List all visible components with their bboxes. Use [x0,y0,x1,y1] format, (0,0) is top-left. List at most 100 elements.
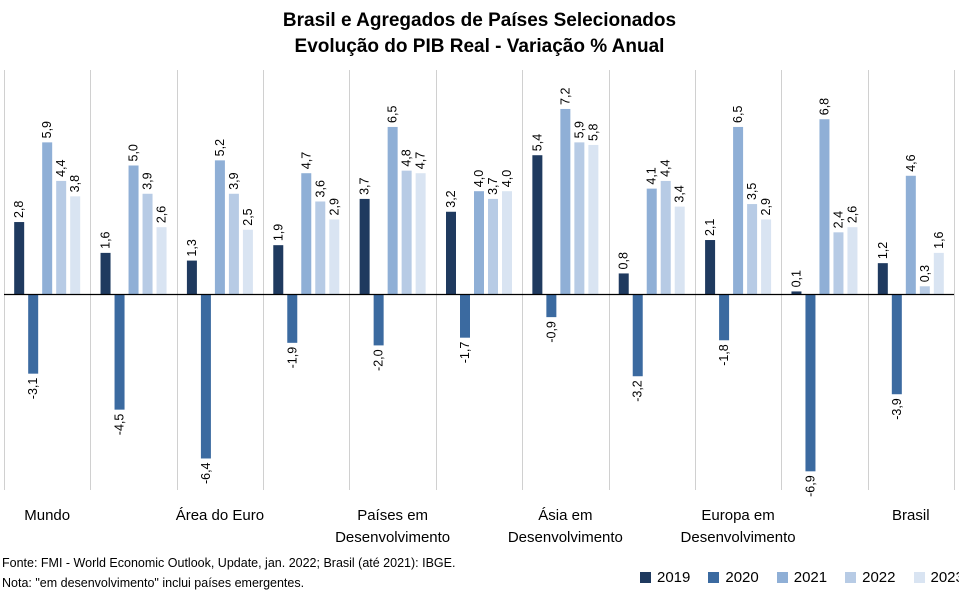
data-label: 2,8 [12,201,26,218]
data-label: 3,8 [68,175,82,192]
bar-2021 [474,191,484,294]
bar-2022 [315,201,326,294]
data-label: 1,6 [99,231,113,248]
data-label: 1,6 [932,231,946,248]
data-label: 3,7 [358,177,372,194]
data-label: 2,4 [831,211,845,228]
bar-2019 [532,155,543,294]
bar-2021 [128,165,139,294]
category-label: Desenvolvimento [681,529,796,546]
bar-2021 [905,175,916,294]
bar-2023 [70,196,81,294]
legend-label: 2022 [862,569,896,586]
data-label: 5,8 [586,124,600,141]
data-label: 4,0 [472,170,486,187]
bar-2022 [747,204,758,294]
bar-2020 [373,294,384,346]
data-label: 4,7 [299,152,313,169]
data-label: 4,6 [904,154,918,171]
category-label: Ásia em [538,507,592,524]
chart-title-line1: Brasil e Agregados de Países Selecionado… [282,10,677,31]
legend-swatch [913,572,925,583]
bar-2022 [660,180,671,294]
data-label: 3,9 [141,172,155,189]
bar-2020 [546,294,557,318]
data-label: -2,0 [372,349,386,371]
bar-2020 [632,294,643,377]
data-label: -0,9 [544,321,558,343]
data-label: -3,9 [890,398,904,420]
legend-label: 2021 [793,569,828,586]
bar-2020 [719,294,730,341]
category-label: Desenvolvimento [335,529,450,546]
bar-2021 [646,188,657,294]
data-label: 2,9 [759,198,773,215]
data-label: -6,9 [803,475,817,497]
bar-2023 [415,173,426,294]
legend-swatch [776,572,788,583]
chart-title-line2: Evolução do PIB Real - Variação % Anual [294,36,665,57]
category-label: Área do Euro [176,507,264,524]
footnote-note: Nota: "em desenvolvimento" inclui países… [2,576,305,590]
data-label: -1,7 [458,342,472,364]
data-label: 2,1 [703,219,717,236]
bar-2020 [460,294,470,338]
data-label: -1,8 [717,344,731,366]
bar-2023 [588,144,599,294]
legend-swatch [708,572,720,583]
legend-item-2023: 2023 [913,569,959,586]
data-label: 3,5 [745,183,759,200]
legend-label: 2023 [930,569,959,586]
bar-2023 [502,191,512,294]
bar-2022 [488,198,498,294]
data-label: 0,8 [617,252,631,269]
category-label: Países em [357,507,428,524]
data-label: 5,4 [530,134,544,151]
bar-2020 [287,294,298,343]
bar-2021 [733,126,744,294]
bar-2023 [156,227,167,294]
legend-item-2021: 2021 [776,569,828,586]
data-label: 2,6 [155,206,169,223]
bar-2019 [186,260,197,294]
bar-2020 [805,294,816,472]
category-label: Brasil [892,507,930,524]
bar-2021 [301,173,312,294]
footnotes: Fonte: FMI - World Economic Outlook, Upd… [2,553,455,593]
data-label: 3,7 [486,177,500,194]
data-label: -4,5 [113,414,127,436]
bar-2023 [847,227,858,294]
bar-2019 [446,211,456,294]
data-label: 5,9 [572,121,586,138]
category-label: Europa em [701,507,774,524]
bar-2022 [401,170,412,294]
bar-2021 [214,160,225,294]
data-label: 5,0 [127,144,141,161]
legend-item-2020: 2020 [708,569,759,586]
bar-2019 [359,198,370,294]
data-label: 6,5 [386,106,400,123]
bar-2021 [387,126,398,294]
chart-title: Brasil e Agregados de Países Selecionado… [0,8,959,60]
bar-2019 [791,291,802,294]
data-label: 5,2 [213,139,227,156]
data-label: -1,9 [285,347,299,369]
bar-2023 [933,252,944,294]
bar-2023 [761,219,772,294]
data-label: 0,3 [918,265,932,282]
data-label: 5,9 [40,121,54,138]
bar-2020 [891,294,902,395]
data-label: 4,4 [659,159,673,176]
data-label: 3,6 [313,180,327,197]
data-label: 1,2 [876,242,890,259]
data-label: 2,5 [241,208,255,225]
data-label: 1,9 [271,224,285,241]
bar-2019 [14,222,25,294]
bar-2019 [705,240,716,294]
bar-2022 [574,142,585,294]
data-label: 7,2 [558,88,572,105]
legend-swatch [640,572,651,583]
bar-2023 [242,229,253,294]
data-label: -3,1 [26,378,40,400]
